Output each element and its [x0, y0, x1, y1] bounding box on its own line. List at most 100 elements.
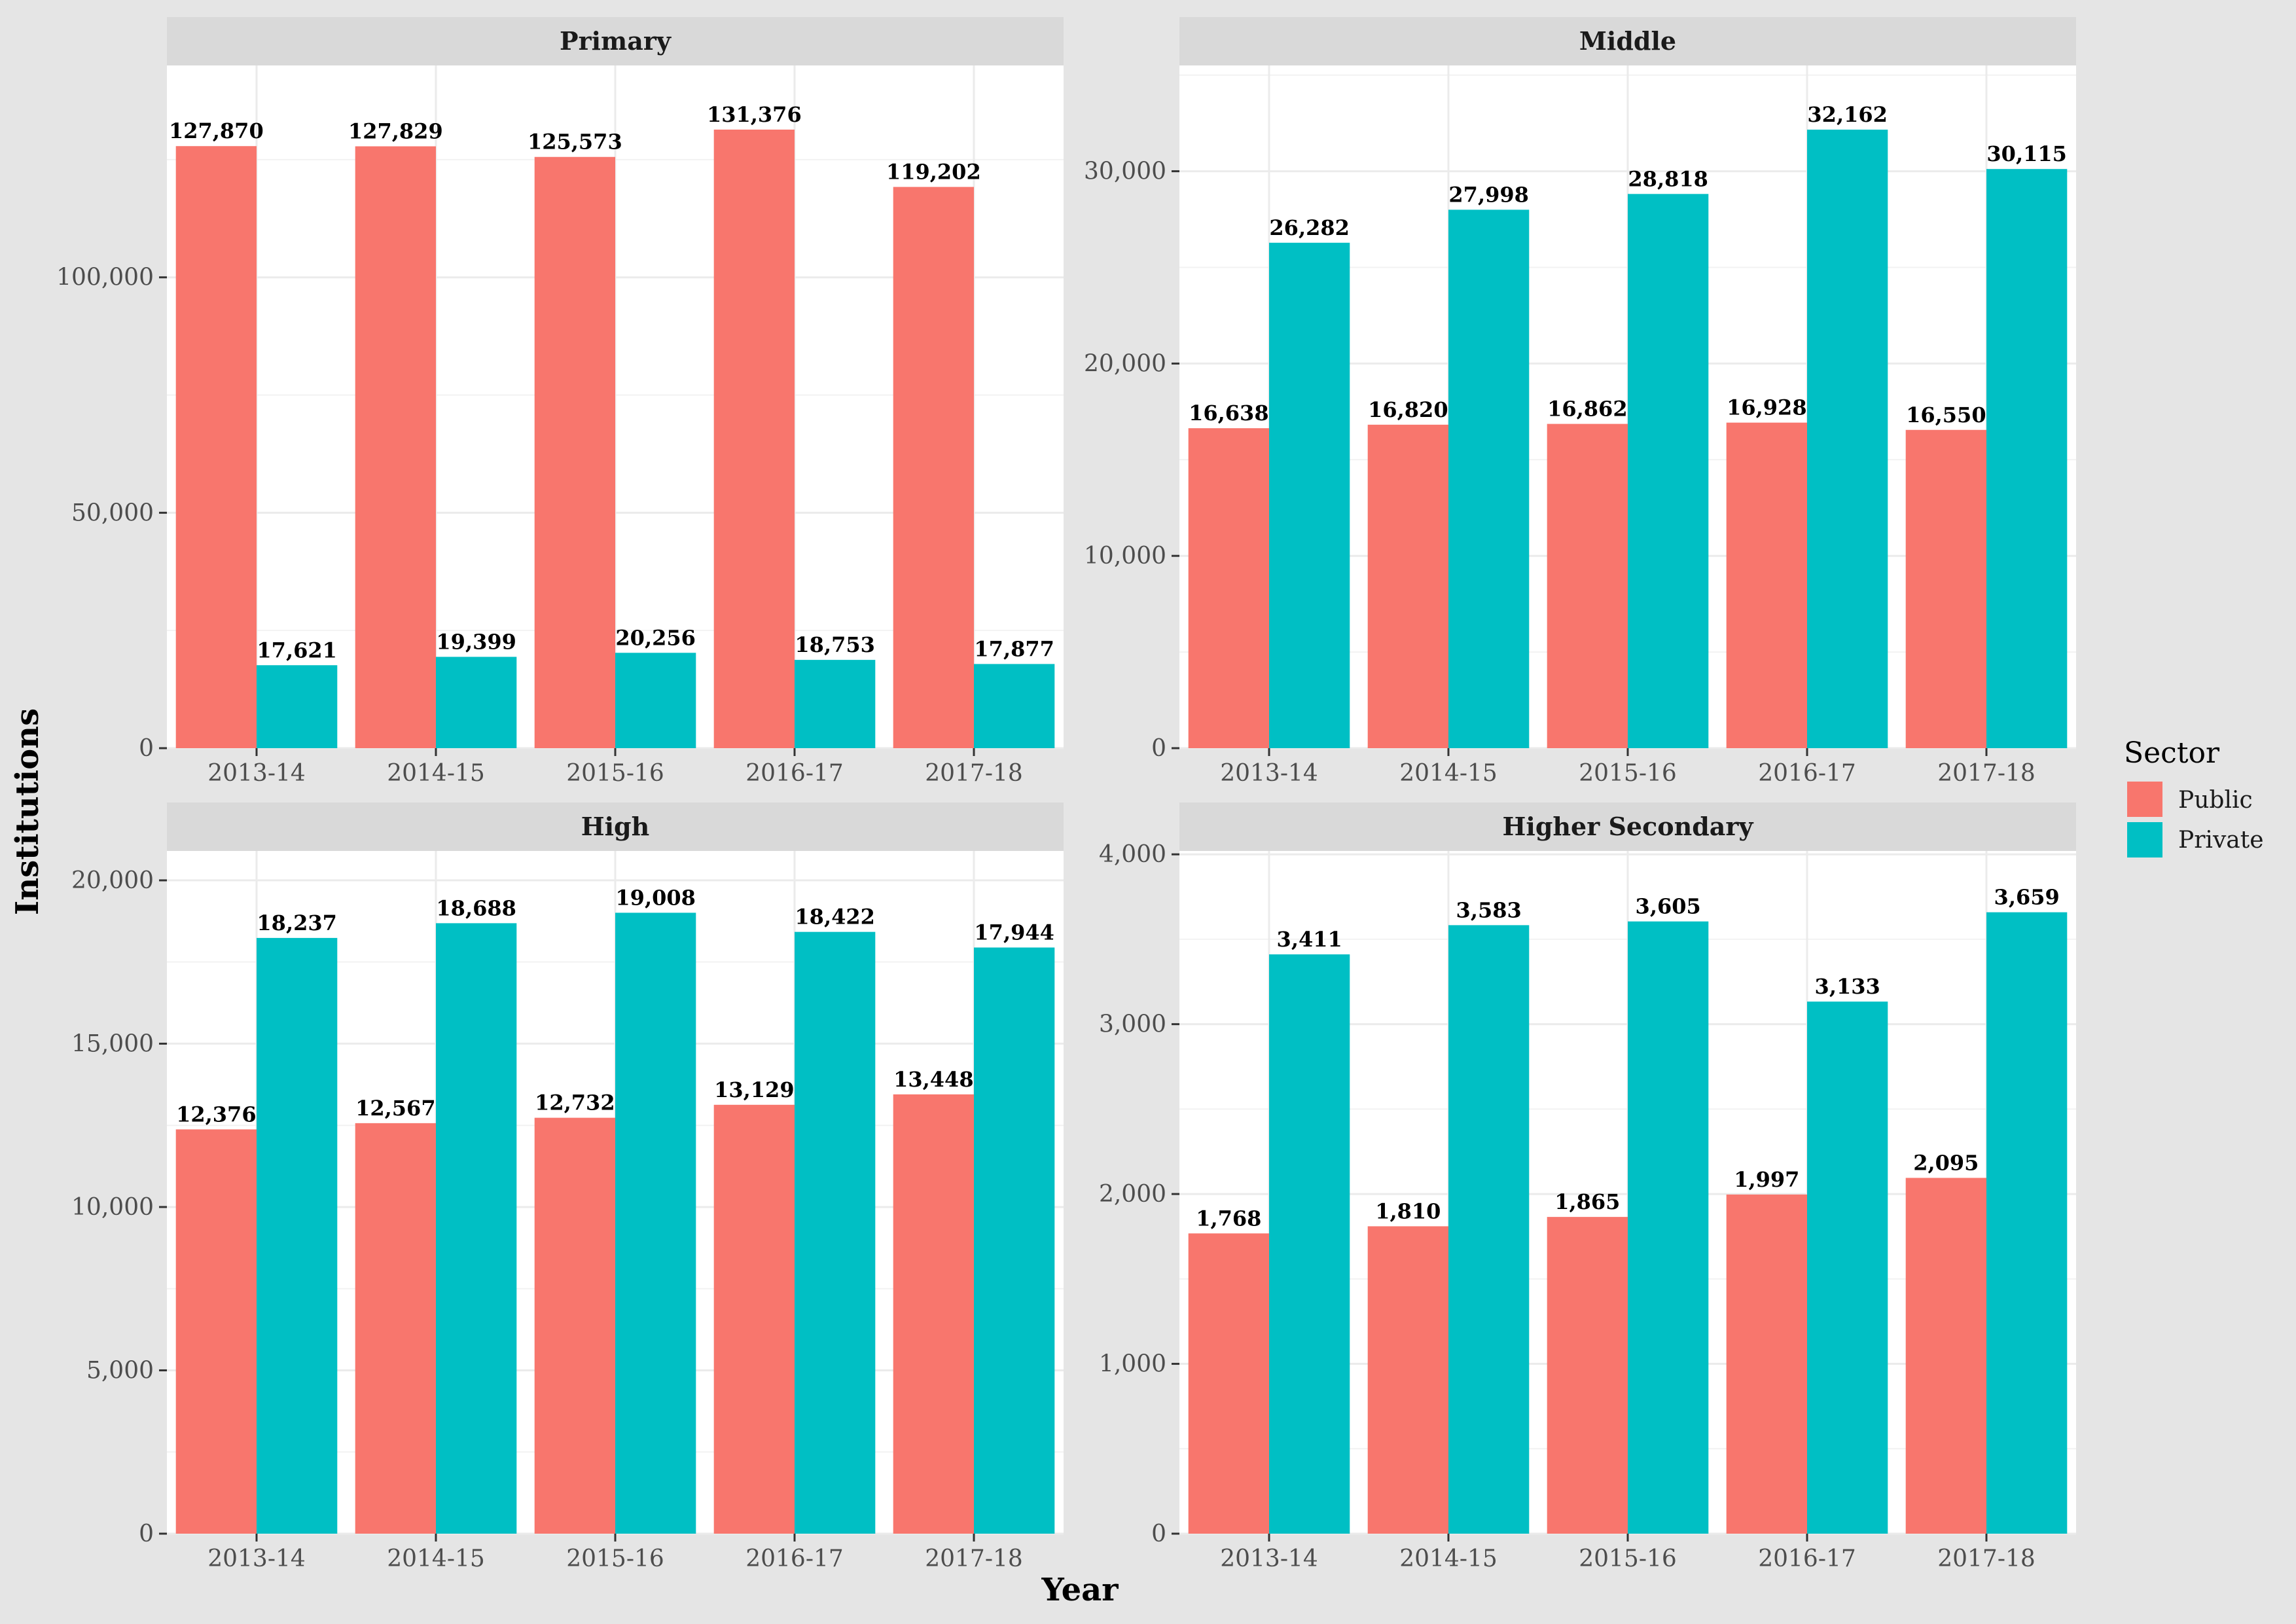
data-label: 3,659 — [1994, 885, 2060, 910]
bar-public — [534, 156, 615, 748]
bar-public — [1905, 1178, 1986, 1534]
y-tick-label: 0 — [1151, 735, 1166, 762]
legend: Sector Public Private — [2124, 736, 2264, 857]
facet-strip — [1179, 17, 2076, 65]
data-label: 16,820 — [1368, 397, 1448, 422]
facet-strip-label: Middle — [1579, 26, 1676, 56]
y-tick-label: 3,000 — [1099, 1011, 1166, 1038]
bar-private — [1448, 925, 1530, 1534]
y-tick-label: 15,000 — [71, 1030, 154, 1057]
y-axis-title: Institutions — [9, 708, 46, 915]
data-label: 3,411 — [1277, 927, 1342, 952]
data-label: 19,008 — [615, 885, 695, 910]
data-label: 1,810 — [1375, 1199, 1441, 1223]
data-label: 19,399 — [436, 629, 516, 654]
x-tick-label: 2014-15 — [1399, 1545, 1498, 1572]
x-tick-label: 2014-15 — [387, 1545, 485, 1572]
bar-public — [1547, 424, 1628, 748]
data-label: 127,870 — [169, 118, 264, 143]
data-label: 30,115 — [1986, 141, 2066, 166]
facet-strip-label: Higher Secondary — [1503, 812, 1754, 841]
y-tick-label: 1,000 — [1099, 1351, 1166, 1378]
x-tick-label: 2017-18 — [925, 760, 1023, 787]
x-tick-label: 2016-17 — [1758, 760, 1856, 787]
data-label: 12,732 — [535, 1091, 615, 1115]
x-tick-label: 2016-17 — [745, 760, 844, 787]
x-tick-label: 2014-15 — [1399, 760, 1498, 787]
x-tick-label: 2013-14 — [1220, 1545, 1318, 1572]
x-tick-label: 2017-18 — [1937, 760, 2036, 787]
data-label: 17,621 — [257, 638, 336, 662]
bar-public — [175, 146, 257, 748]
bar-public — [713, 129, 795, 748]
data-label: 12,376 — [176, 1102, 256, 1127]
bar-private — [257, 665, 338, 748]
x-tick-label: 2013-14 — [207, 1545, 306, 1572]
data-label: 2,095 — [1913, 1150, 1979, 1175]
facet-strip-label: High — [581, 812, 650, 841]
y-tick-label: 10,000 — [71, 1194, 154, 1221]
bar-private — [436, 657, 517, 748]
data-label: 16,638 — [1189, 401, 1268, 425]
x-tick-label: 2015-16 — [566, 1545, 664, 1572]
bar-private — [436, 923, 517, 1534]
data-label: 17,944 — [974, 920, 1054, 945]
panels: Primary 127,870 127,829 125,573 131,376 119,2… — [56, 17, 2076, 1572]
data-label: 119,202 — [886, 160, 981, 185]
bar-private — [1807, 130, 1888, 748]
data-label: 18,753 — [795, 632, 874, 657]
bar-private — [974, 947, 1055, 1534]
data-label: 1,997 — [1734, 1167, 1799, 1192]
x-tick-label: 2015-16 — [566, 760, 664, 787]
bar-public — [1726, 1194, 1807, 1534]
bar-private — [1986, 912, 2068, 1534]
bar-public — [1188, 1233, 1269, 1534]
data-label: 1,768 — [1196, 1206, 1261, 1231]
legend-key-private — [2127, 822, 2162, 857]
data-label: 127,829 — [348, 119, 443, 144]
bar-public — [1367, 424, 1448, 748]
legend-label-public: Public — [2178, 787, 2253, 814]
data-label: 32,162 — [1807, 102, 1887, 127]
y-tick-label: 2,000 — [1099, 1181, 1166, 1208]
facet-strip — [167, 17, 1064, 65]
x-tick-label: 2013-14 — [1220, 760, 1318, 787]
bar-private — [1628, 921, 1709, 1534]
legend-label-private: Private — [2178, 827, 2264, 854]
y-tick-label: 50,000 — [71, 499, 154, 526]
bar-public — [1726, 422, 1807, 748]
data-label: 16,550 — [1906, 403, 1986, 427]
y-tick-label: 0 — [139, 1521, 154, 1547]
y-tick-label: 5,000 — [86, 1357, 154, 1384]
y-tick-label: 20,000 — [1084, 350, 1166, 377]
bar-public — [355, 146, 436, 748]
bar-public — [893, 1094, 974, 1534]
y-tick-label: 100,000 — [56, 264, 154, 291]
y-tick-label: 30,000 — [1084, 158, 1166, 185]
y-tick-label: 10,000 — [1084, 543, 1166, 569]
bar-public — [1905, 429, 1986, 748]
x-axis-title: Year — [1041, 1572, 1119, 1608]
bar-private — [615, 653, 696, 748]
x-tick-label: 2015-16 — [1579, 1545, 1677, 1572]
x-tick-label: 2015-16 — [1579, 760, 1677, 787]
bar-public — [713, 1104, 795, 1534]
legend-key-public — [2127, 782, 2162, 817]
data-label: 1,865 — [1554, 1189, 1620, 1214]
bar-private — [1628, 194, 1709, 748]
x-tick-label: 2017-18 — [925, 1545, 1023, 1572]
bar-private — [974, 664, 1055, 748]
bar-public — [893, 187, 974, 748]
bar-private — [1807, 1001, 1888, 1534]
x-tick-label: 2016-17 — [745, 1545, 844, 1572]
data-label: 3,583 — [1456, 897, 1522, 922]
y-tick-label: 0 — [1151, 1521, 1166, 1547]
data-label: 16,862 — [1547, 397, 1627, 422]
bar-private — [795, 931, 876, 1534]
data-label: 13,129 — [714, 1077, 794, 1102]
bar-private — [257, 937, 338, 1534]
bar-public — [1547, 1217, 1628, 1534]
bar-private — [1269, 954, 1350, 1534]
